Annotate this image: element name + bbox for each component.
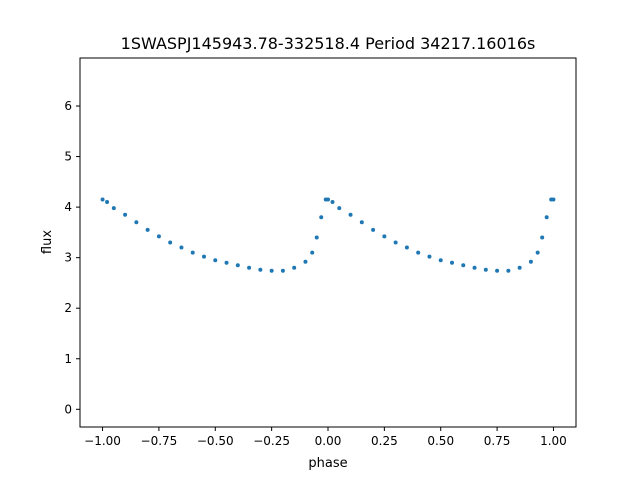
x-axis-ticks: −1.00 −0.75 −0.50 −0.25 0.00 0.25 0.50 0.75 1.00 xyxy=(84,427,567,448)
data-point xyxy=(393,240,398,245)
data-point xyxy=(416,250,421,255)
x-tick-label: 0.50 xyxy=(427,434,454,448)
data-point xyxy=(551,197,556,202)
data-point xyxy=(247,265,252,270)
data-point xyxy=(123,212,128,217)
data-point xyxy=(235,263,240,268)
data-point xyxy=(258,267,263,272)
x-tick-label: −1.00 xyxy=(84,434,121,448)
data-point xyxy=(450,260,454,265)
data-point xyxy=(314,235,319,240)
data-point xyxy=(359,220,364,225)
data-point xyxy=(326,197,330,202)
data-point xyxy=(404,245,409,250)
data-point xyxy=(337,206,342,211)
data-point xyxy=(483,267,488,272)
data-point xyxy=(506,268,511,273)
data-point xyxy=(461,263,466,268)
data-point xyxy=(100,197,105,202)
data-point xyxy=(202,254,206,259)
x-tick-label: 1.00 xyxy=(540,434,567,448)
x-tick-label: −0.75 xyxy=(141,434,178,448)
data-point xyxy=(382,234,387,239)
data-point xyxy=(156,234,161,239)
data-point xyxy=(105,200,110,205)
y-tick-label: 1 xyxy=(64,352,72,366)
data-point xyxy=(472,265,477,270)
data-point xyxy=(528,259,533,264)
data-point xyxy=(540,235,545,240)
data-point xyxy=(438,258,443,263)
x-tick-label: 0.00 xyxy=(315,434,342,448)
y-tick-label: 5 xyxy=(64,150,72,164)
data-point xyxy=(292,265,297,270)
x-tick-label: −0.50 xyxy=(197,434,234,448)
y-tick-label: 6 xyxy=(64,99,72,113)
y-axis-label: flux xyxy=(40,230,55,254)
data-point xyxy=(179,245,184,250)
y-tick-label: 3 xyxy=(64,251,72,265)
data-point xyxy=(280,268,285,273)
chart-title: 1SWASPJ145943.78-332518.4 Period 34217.1… xyxy=(121,34,536,53)
x-tick-label: 0.75 xyxy=(484,434,511,448)
data-point xyxy=(427,254,432,259)
data-point xyxy=(330,200,335,205)
data-point xyxy=(495,268,500,273)
data-point xyxy=(310,250,315,255)
x-tick-label: 0.25 xyxy=(371,434,398,448)
y-axis-ticks: 0 1 2 3 4 5 6 xyxy=(64,99,80,416)
data-point xyxy=(319,215,324,220)
data-point xyxy=(348,212,353,217)
y-tick-label: 0 xyxy=(64,402,72,416)
x-tick-label: −0.25 xyxy=(253,434,290,448)
data-point xyxy=(190,250,195,255)
y-tick-label: 4 xyxy=(64,200,72,214)
data-point xyxy=(224,260,229,265)
data-point xyxy=(168,240,173,245)
data-point xyxy=(269,268,274,273)
x-axis-label: phase xyxy=(308,456,347,471)
data-point xyxy=(303,259,308,264)
data-point xyxy=(517,265,522,270)
data-point xyxy=(145,227,150,232)
data-points xyxy=(100,197,556,273)
data-point xyxy=(544,215,549,220)
data-point xyxy=(371,227,376,232)
data-point xyxy=(213,258,218,263)
y-tick-label: 2 xyxy=(64,301,72,315)
data-point xyxy=(111,206,116,211)
data-point xyxy=(134,220,139,225)
data-point xyxy=(535,250,540,255)
